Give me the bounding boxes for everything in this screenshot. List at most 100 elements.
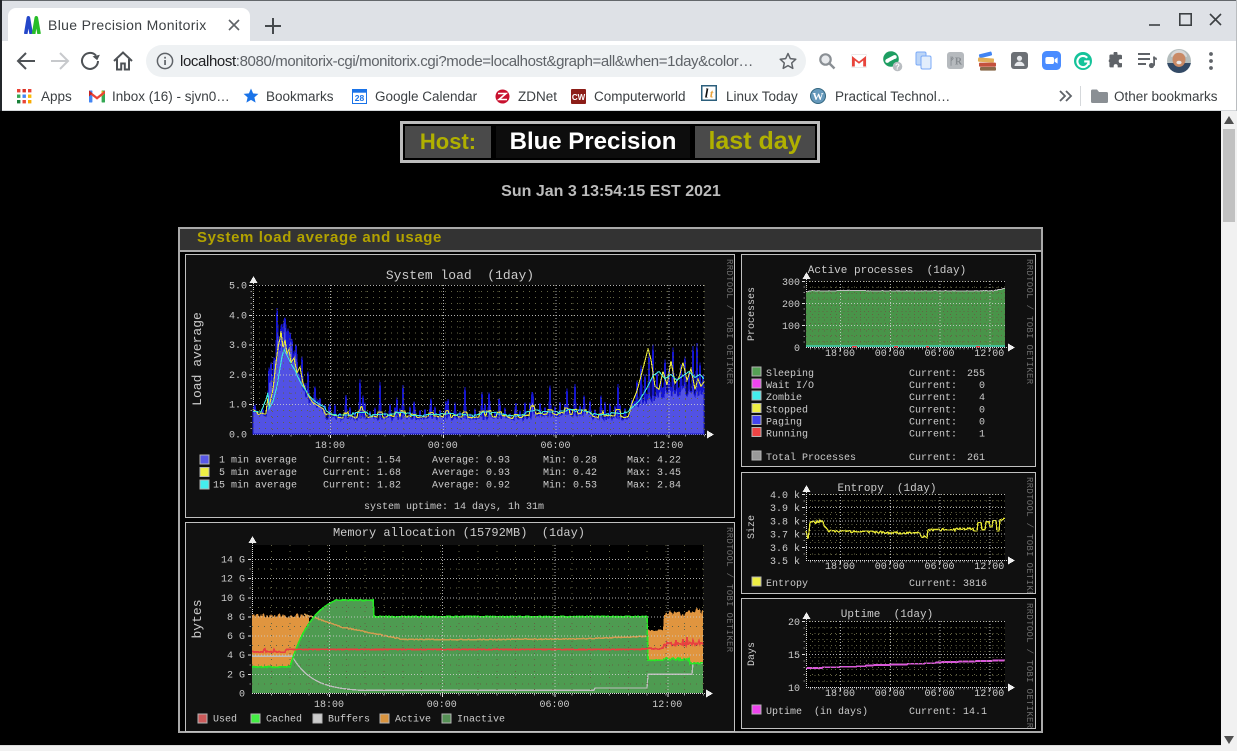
svg-text:Current: 1.54: Current: 1.54 (323, 456, 401, 467)
svg-text:3.7 k: 3.7 k (770, 530, 800, 542)
svg-text:Active: Active (395, 714, 431, 726)
svg-text:Uptime (in days): Uptime (in days) (766, 706, 868, 718)
svg-text:1: 1 (979, 430, 985, 441)
svg-text:12 G: 12 G (221, 575, 245, 586)
svg-text:Uptime (1day): Uptime (1day) (841, 609, 933, 621)
svg-text:06:00: 06:00 (924, 349, 954, 360)
svg-text:Wait I/O: Wait I/O (766, 380, 814, 392)
svg-text:Processes: Processes (747, 287, 758, 341)
svg-text:Current:: Current: (909, 381, 957, 392)
svg-text:00:00: 00:00 (875, 689, 905, 700)
svg-text:0: 0 (239, 690, 245, 701)
svg-text:Load average: Load average (190, 312, 205, 406)
svg-text:Max: 2.84: Max: 2.84 (627, 480, 681, 491)
svg-text:Inactive: Inactive (457, 714, 505, 726)
svg-text:8 G: 8 G (227, 613, 245, 624)
svg-text:4.0 k: 4.0 k (770, 490, 800, 502)
svg-text:255: 255 (967, 369, 985, 380)
svg-text:261: 261 (967, 453, 985, 464)
svg-text:Total Processes: Total Processes (766, 452, 856, 464)
svg-text:Sleeping: Sleeping (766, 368, 814, 380)
svg-text:06:00: 06:00 (539, 700, 569, 711)
svg-text:12:00: 12:00 (653, 441, 683, 452)
svg-text:4.0: 4.0 (229, 311, 247, 322)
svg-text:Current:: Current: (909, 453, 957, 464)
svg-text:3.0: 3.0 (229, 341, 247, 352)
svg-text:?: ? (895, 63, 900, 72)
svg-text:RRDTOOL / TOBI OETIKER: RRDTOOL / TOBI OETIKER (724, 527, 734, 653)
svg-text:Current:: Current: (909, 393, 957, 404)
svg-text:12:00: 12:00 (652, 700, 682, 711)
svg-text:Current:: Current: (909, 369, 957, 380)
svg-text:18:00: 18:00 (825, 689, 855, 700)
svg-text:4: 4 (979, 393, 985, 404)
svg-text:2 G: 2 G (227, 670, 245, 681)
svg-text:4 G: 4 G (227, 651, 245, 662)
svg-text:Entropy: Entropy (766, 579, 808, 590)
svg-text:Buffers: Buffers (328, 714, 370, 726)
svg-text:Current:: Current: (909, 430, 957, 441)
svg-text:300: 300 (782, 278, 800, 289)
svg-text:Current: 1.82: Current: 1.82 (323, 480, 401, 491)
svg-text:Zombie: Zombie (766, 392, 802, 404)
svg-text:18:00: 18:00 (825, 349, 855, 360)
svg-text:Max: 4.22: Max: 4.22 (627, 456, 681, 467)
svg-text:0: 0 (979, 405, 985, 416)
svg-text:Stopped: Stopped (766, 404, 808, 416)
svg-text:00:00: 00:00 (427, 700, 457, 711)
svg-text:5.0: 5.0 (229, 282, 247, 293)
svg-text:bytes: bytes (190, 599, 205, 638)
svg-text:200: 200 (782, 300, 800, 311)
svg-text:18:00: 18:00 (315, 441, 345, 452)
svg-text:Size: Size (746, 515, 758, 539)
svg-text:0: 0 (979, 381, 985, 392)
svg-text:15: 15 (788, 651, 800, 662)
svg-text:Used: Used (213, 714, 237, 726)
svg-text:00:00: 00:00 (875, 562, 905, 573)
svg-text:06:00: 06:00 (924, 689, 954, 700)
svg-text:Min: 0.42: Min: 0.42 (543, 467, 597, 479)
svg-text:CW: CW (572, 93, 586, 102)
svg-text:12:00: 12:00 (974, 689, 1004, 700)
svg-text:06:00: 06:00 (540, 441, 570, 452)
svg-text:Current:: Current: (909, 405, 957, 416)
svg-text:12:00: 12:00 (974, 562, 1004, 573)
svg-text:28: 28 (355, 93, 365, 103)
svg-text:Current: 1.68: Current: 1.68 (323, 468, 401, 479)
svg-text:Days: Days (747, 642, 758, 666)
svg-text:Memory allocation (15792MB) (: Memory allocation (15792MB) (1day) (333, 526, 585, 540)
svg-text:Current: 3816: Current: 3816 (909, 579, 987, 590)
svg-text:06:00: 06:00 (924, 562, 954, 573)
svg-text:10: 10 (788, 684, 800, 695)
svg-text:12:00: 12:00 (974, 349, 1004, 360)
svg-text:System load (1day): System load (1day) (386, 268, 534, 283)
svg-text:Average: 0.93: Average: 0.93 (432, 456, 510, 467)
svg-text:10 G: 10 G (221, 594, 245, 605)
svg-text:00:00: 00:00 (428, 441, 458, 452)
svg-text:Average: 0.92: Average: 0.92 (432, 480, 510, 491)
svg-text:15 min average: 15 min average (213, 479, 297, 491)
svg-text:ᚠR: ᚠR (949, 56, 963, 68)
svg-text:20: 20 (788, 618, 800, 629)
svg-text:system uptime: 14 days, 1h 31m: system uptime: 14 days, 1h 31m (364, 501, 544, 513)
svg-text:t: t (710, 87, 714, 101)
svg-text:3.6 k: 3.6 k (770, 543, 800, 555)
svg-text:6 G: 6 G (227, 632, 245, 643)
svg-text:18:00: 18:00 (825, 562, 855, 573)
svg-text:Running: Running (766, 429, 808, 441)
svg-text:l: l (705, 86, 709, 101)
svg-text:Average: 0.93: Average: 0.93 (432, 468, 510, 479)
svg-text:00:00: 00:00 (875, 349, 905, 360)
svg-text:RRDTOOL / TOBI OETIKER: RRDTOOL / TOBI OETIKER (1024, 477, 1034, 593)
svg-text:Current: 14.1: Current: 14.1 (909, 707, 987, 718)
svg-text:RRDTOOL / TOBI OETIKER: RRDTOOL / TOBI OETIKER (724, 259, 734, 385)
svg-text:3.8 k: 3.8 k (770, 516, 800, 528)
svg-text:W: W (813, 91, 824, 103)
svg-text:100: 100 (782, 322, 800, 333)
svg-text:1 min average: 1 min average (213, 455, 297, 467)
svg-text:Entropy (1day): Entropy (1day) (837, 483, 936, 495)
svg-text:14 G: 14 G (221, 555, 245, 566)
svg-text:Current:: Current: (909, 417, 957, 428)
svg-text:RRDTOOL / TOBI OETIKER: RRDTOOL / TOBI OETIKER (1024, 259, 1034, 385)
svg-text:3.9 k: 3.9 k (770, 503, 800, 515)
